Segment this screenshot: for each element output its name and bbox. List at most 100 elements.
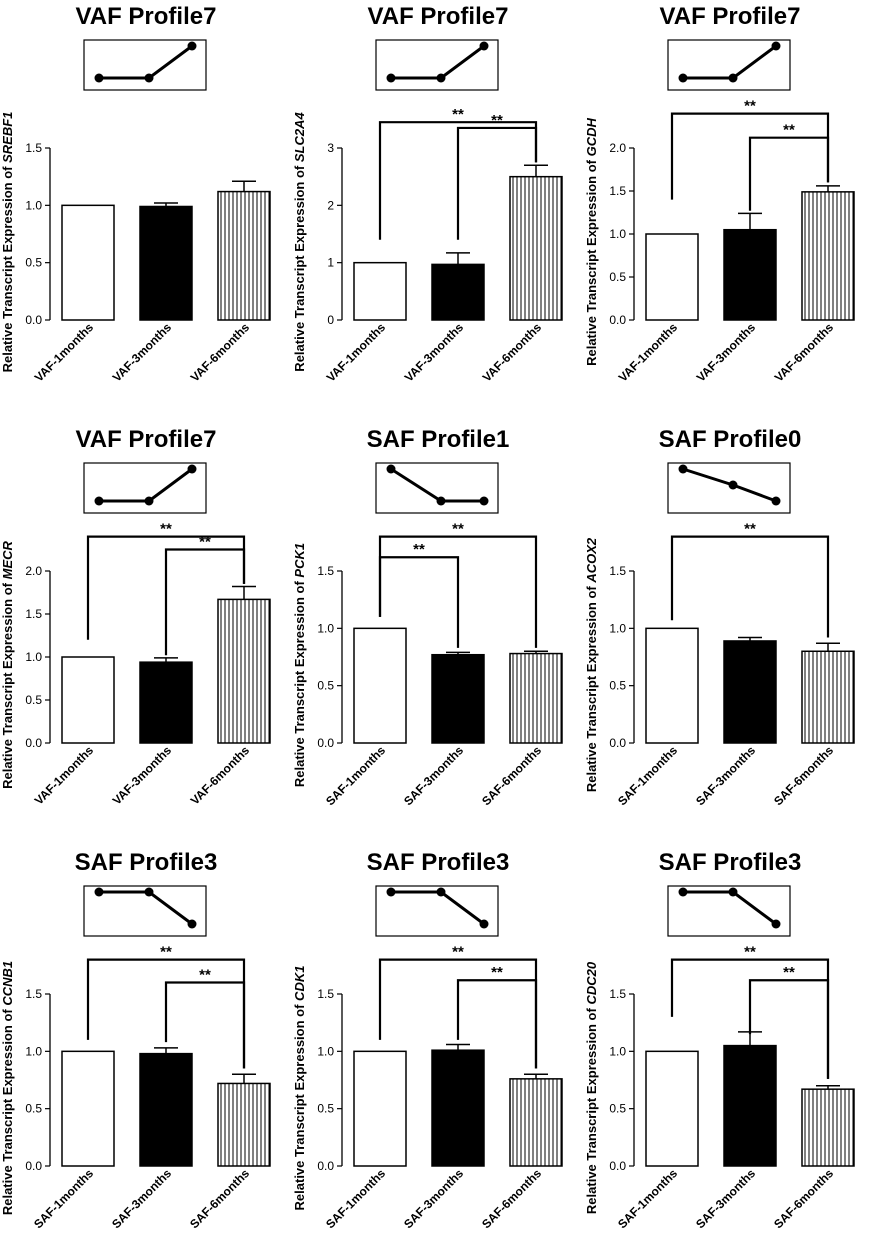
y-axis-label-gene: CCNB1 (0, 961, 15, 1006)
y-axis-label-gene: CDC20 (584, 961, 599, 1004)
y-axis-label: Relative Transcript Expression of CDK1 (292, 966, 307, 1211)
significance-label: ** (744, 944, 756, 961)
profile-point (479, 919, 489, 929)
bar (353, 1050, 407, 1167)
profile-line (99, 890, 193, 926)
profile-line (683, 44, 777, 80)
profile-line (683, 890, 777, 926)
bar (431, 1049, 485, 1167)
bar (217, 1082, 271, 1167)
category-label: SAF-3months (109, 1166, 174, 1231)
y-tick-label: 1 (327, 256, 334, 270)
bar (431, 263, 485, 321)
significance-label: ** (452, 521, 464, 538)
y-tick-label: 0.5 (609, 679, 626, 693)
y-tick-label: 0.5 (609, 1102, 626, 1116)
category-label: VAF-3months (110, 320, 175, 385)
significance-label: ** (744, 521, 756, 538)
profile-point (144, 73, 154, 83)
y-axis-label: Relative Transcript Expression of ACOX2 (584, 537, 599, 792)
y-tick-label: 0.0 (25, 313, 42, 327)
profile-box (83, 885, 207, 937)
bar (217, 190, 271, 321)
y-axis-label: Relative Transcript Expression of CDC20 (584, 961, 599, 1214)
profile-box (83, 462, 207, 514)
significance-label: ** (452, 944, 464, 961)
chart-panel-srebf1: VAF Profile7 0.0 0.5 1.0 1.5 Relative Transcr… (0, 0, 292, 410)
category-label: SAF-6months (187, 1166, 252, 1231)
profile-point (678, 73, 688, 83)
category-label: SAF-1months (615, 1166, 680, 1231)
bar (217, 598, 271, 744)
bar (801, 191, 855, 321)
y-tick-label: 1.5 (609, 987, 626, 1001)
y-axis-label: Relative Transcript Expression of SREBF1 (0, 112, 15, 373)
profile-point (386, 887, 396, 897)
y-tick-label: 0.5 (317, 1102, 334, 1116)
category-label: SAF-3months (693, 743, 758, 808)
y-tick-label: 2.0 (25, 564, 42, 578)
chart-title: VAF Profile7 (368, 3, 509, 30)
category-label: VAF-3months (694, 320, 759, 385)
profile-point (771, 496, 781, 506)
significance-bracket (670, 958, 830, 1079)
profile-point (187, 464, 197, 474)
y-tick-label: 1.5 (25, 607, 42, 621)
y-tick-label: 1.5 (609, 564, 626, 578)
bar (353, 261, 407, 321)
profile-point (479, 496, 489, 506)
y-axis-label: Relative Transcript Expression of GCDH (584, 117, 599, 365)
profile-line (99, 467, 193, 503)
y-tick-label: 1.0 (25, 650, 42, 664)
y-axis-label-prefix: Relative Transcript Expression of (0, 1006, 15, 1216)
y-tick-label: 2.0 (609, 141, 626, 155)
bar (723, 640, 777, 744)
y-axis-label-prefix: Relative Transcript Expression of (292, 162, 307, 372)
y-tick-label: 1.5 (317, 987, 334, 1001)
significance-label: ** (160, 944, 172, 961)
chart-title: VAF Profile7 (660, 3, 801, 30)
chart-title: SAF Profile3 (75, 849, 218, 876)
profile-box (667, 39, 791, 91)
y-tick-label: 1.0 (609, 1044, 626, 1058)
y-tick-label: 1.0 (609, 227, 626, 241)
profile-box (375, 885, 499, 937)
y-tick-label: 0.5 (25, 1102, 42, 1116)
chart-panel-slc2a4: VAF Profile7 0 1 2 3 Relative Transcript Expr… (292, 0, 584, 410)
profile-point (144, 496, 154, 506)
y-tick-label: 1.0 (317, 1044, 334, 1058)
bar (645, 627, 699, 744)
profile-box (83, 39, 207, 91)
chart-title: SAF Profile3 (367, 849, 510, 876)
chart-panel-mecr: VAF Profile7 0.0 0.5 1.0 1.5 2.0 Relative Tran… (0, 423, 292, 833)
category-label: SAF-1months (323, 1166, 388, 1231)
significance-label: ** (783, 122, 795, 139)
y-axis-label: Relative Transcript Expression of SLC2A4 (292, 112, 307, 372)
y-tick-label: 0.5 (25, 693, 42, 707)
profile-box (667, 462, 791, 514)
profile-point (728, 480, 738, 490)
bar (61, 204, 115, 321)
profile-point (436, 496, 446, 506)
category-label: SAF-3months (401, 743, 466, 808)
profile-point (436, 887, 446, 897)
y-tick-label: 2 (327, 198, 334, 212)
category-label: VAF-1months (324, 320, 389, 385)
profile-point (187, 41, 197, 51)
category-label: VAF-6months (480, 320, 545, 385)
y-tick-label: 0.0 (25, 1159, 42, 1173)
profile-box (375, 39, 499, 91)
y-axis-label-gene: ACOX2 (584, 537, 599, 584)
bar (801, 1088, 855, 1167)
significance-bracket (378, 958, 538, 1069)
profile-point (436, 73, 446, 83)
y-tick-label: 0 (327, 313, 334, 327)
bar (645, 1050, 699, 1167)
bar (509, 175, 563, 321)
category-label: VAF-1months (616, 320, 681, 385)
y-tick-label: 0.0 (609, 313, 626, 327)
y-axis-label-gene: CDK1 (292, 966, 307, 1001)
category-label: SAF-6months (479, 1166, 544, 1231)
y-tick-label: 0.0 (609, 736, 626, 750)
